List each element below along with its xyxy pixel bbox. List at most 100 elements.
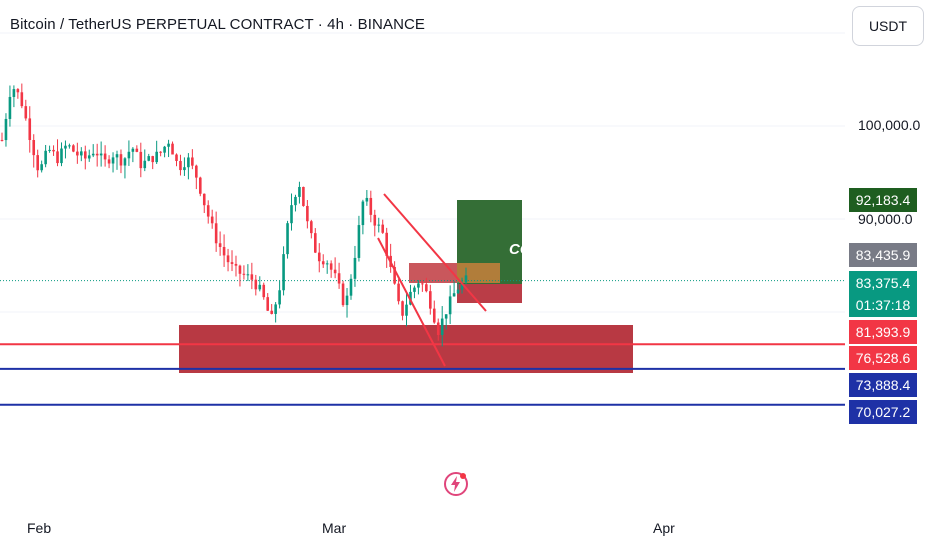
candle-body: [436, 322, 440, 335]
candle-body: [87, 155, 91, 159]
candle-body: [425, 284, 428, 292]
candle-body: [353, 257, 357, 279]
candle-body: [191, 157, 194, 166]
price-tag-red-level: 76,528.6: [849, 346, 917, 370]
candle-body: [270, 310, 273, 314]
candle-body: [179, 160, 182, 171]
candle-body: [16, 89, 20, 93]
candle-body: [345, 295, 349, 306]
candle-body: [365, 197, 369, 202]
candle-body: [127, 151, 131, 159]
candle-body: [444, 314, 448, 319]
candle-body: [333, 269, 337, 274]
candle-body: [417, 283, 420, 288]
candle-body: [119, 154, 123, 166]
candle-body: [341, 283, 345, 306]
candle-body: [401, 301, 404, 316]
candle-body: [12, 89, 16, 97]
candle-body: [242, 273, 246, 275]
candle-body: [298, 186, 301, 197]
candle-body: [429, 291, 432, 309]
candle-body: [24, 106, 28, 119]
candle-body: [373, 214, 377, 226]
candle-body: [421, 283, 424, 285]
candle-body: [448, 296, 452, 315]
candle-body: [36, 155, 39, 171]
candle-body: [99, 153, 103, 156]
candle-body: [385, 232, 388, 256]
candle-body: [159, 151, 162, 153]
candle-body: [214, 223, 218, 244]
candle-body: [262, 284, 266, 298]
candle-body: [464, 275, 468, 283]
candle-body: [349, 278, 353, 296]
price-tag-countdown: 01:37:18: [849, 293, 917, 317]
candle-body: [147, 156, 151, 161]
candle-body: [76, 151, 79, 156]
candle-body: [440, 318, 444, 335]
candle-body: [337, 273, 341, 284]
candle-body: [0, 139, 4, 141]
candle-body: [302, 186, 305, 206]
candle-body: [286, 223, 289, 255]
candle-body: [198, 177, 202, 194]
candle-body: [167, 143, 170, 147]
candle-body: [369, 197, 373, 215]
wedge-upper-line: [383, 193, 487, 312]
candle-body: [80, 151, 83, 156]
candle-body: [361, 201, 365, 226]
candle-body: [139, 151, 143, 169]
candle-body: [72, 145, 75, 152]
stop-zone: [457, 284, 522, 303]
candle-body: [123, 158, 127, 166]
candle-body: [44, 150, 47, 165]
wedge-lower-line: [377, 237, 446, 367]
candle-body: [274, 304, 277, 314]
candle-body: [377, 224, 381, 226]
candle-body: [202, 193, 206, 206]
candle-body: [131, 148, 135, 152]
candle-body: [266, 297, 270, 311]
candle-body: [206, 205, 210, 217]
candle-body: [52, 149, 55, 152]
candle-body: [234, 263, 238, 266]
candle-body: [183, 167, 186, 171]
candle-body: [40, 164, 43, 171]
candle-body: [456, 289, 460, 294]
candle-body: [290, 205, 293, 224]
currency-button[interactable]: USDT: [852, 6, 924, 46]
candle-body: [460, 282, 464, 290]
candle-body: [317, 252, 321, 262]
candle-body: [103, 153, 107, 160]
candle-body: [381, 224, 385, 233]
candle-body: [91, 153, 95, 156]
lightning-icon[interactable]: [442, 470, 470, 498]
demand-zone: [179, 325, 633, 373]
candle-body: [254, 279, 258, 290]
price-tag-blue-level: 73,888.4: [849, 373, 917, 397]
candle-body: [357, 225, 361, 258]
candle-body: [28, 118, 32, 141]
candle-body: [210, 216, 214, 224]
candle-body: [68, 145, 71, 147]
x-tick-label: Mar: [322, 520, 347, 536]
candle-body: [321, 261, 325, 265]
candle-body: [218, 243, 222, 247]
candle-body: [195, 165, 198, 178]
candle-body: [238, 265, 242, 274]
candle-body: [60, 148, 63, 164]
candle-body: [278, 290, 281, 305]
candle-body: [226, 255, 230, 263]
candle-body: [413, 287, 416, 292]
candle-body: [397, 283, 400, 302]
candle-body: [32, 140, 36, 156]
candle-body: [313, 233, 317, 253]
y-tick-label: 90,000.0: [858, 211, 913, 227]
x-tick-label: Apr: [653, 520, 675, 536]
candle-body: [452, 293, 456, 297]
candle-body: [329, 263, 333, 270]
price-tag-blue-level-low: 70,027.2: [849, 400, 917, 424]
candle-body: [4, 118, 8, 141]
